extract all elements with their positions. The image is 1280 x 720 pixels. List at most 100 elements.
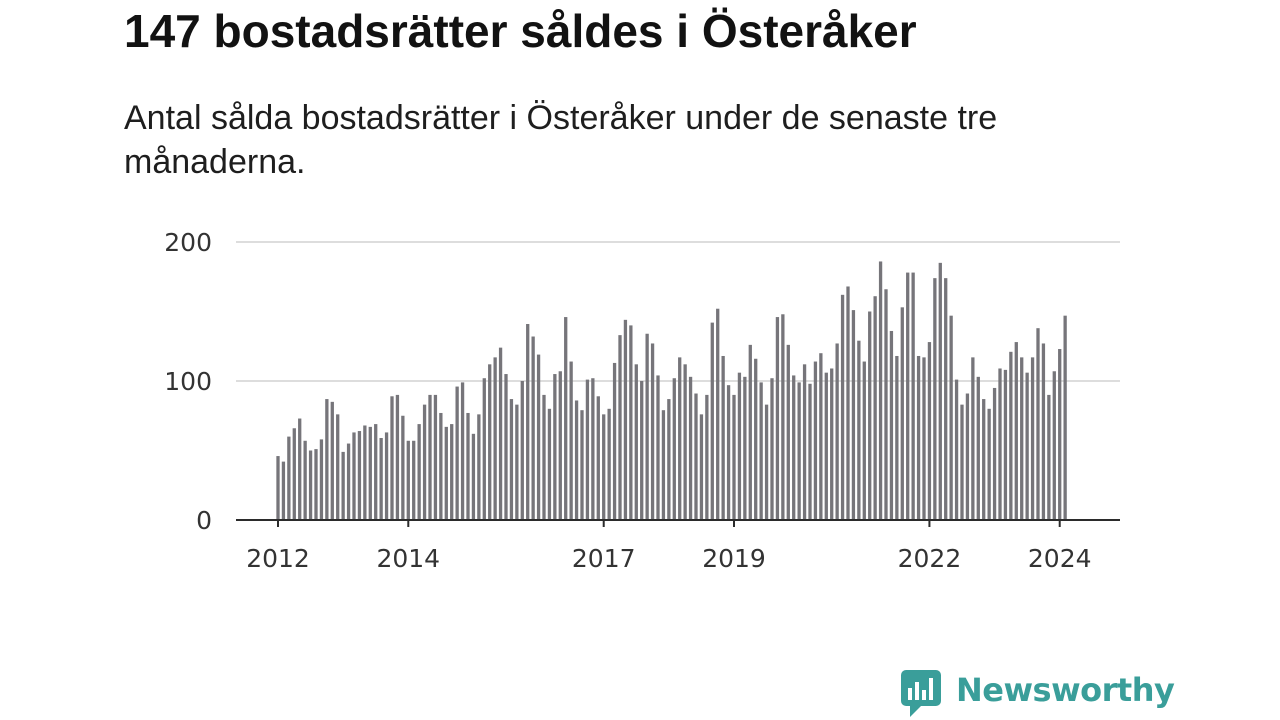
bar [960, 404, 964, 520]
bar [906, 272, 910, 520]
bar [1020, 357, 1024, 520]
bar [520, 381, 524, 520]
bar [846, 286, 850, 520]
bar [1025, 372, 1029, 520]
bar [466, 412, 470, 520]
bar [460, 382, 465, 520]
bar [1003, 369, 1008, 520]
bar [564, 317, 568, 520]
bar [374, 424, 378, 520]
bar [1041, 343, 1046, 520]
bar [911, 272, 915, 520]
bar [830, 368, 834, 520]
bar [368, 426, 372, 520]
bar [357, 431, 362, 520]
bar [710, 322, 714, 520]
bar [954, 379, 959, 520]
bar [477, 414, 481, 520]
bar [797, 382, 801, 520]
bar [488, 364, 492, 520]
bar [531, 336, 535, 520]
bar [661, 410, 666, 520]
bar [276, 456, 280, 520]
bar [802, 364, 807, 520]
bar [580, 410, 584, 520]
bar [308, 450, 313, 520]
bar [585, 379, 590, 520]
bar [764, 404, 769, 520]
bar [971, 357, 975, 520]
bar [645, 333, 649, 520]
bar [781, 314, 785, 520]
bar [281, 461, 286, 520]
bar [868, 311, 872, 520]
bar [965, 393, 970, 520]
bar [401, 415, 405, 520]
bar [602, 414, 606, 520]
bar [851, 310, 856, 520]
bar [352, 432, 356, 520]
bar [471, 433, 476, 520]
bar [933, 278, 937, 520]
bar [916, 355, 921, 520]
brand-name: Newsworthy [956, 671, 1175, 709]
bar [379, 437, 383, 520]
bar [656, 375, 660, 520]
bar [982, 399, 986, 520]
y-tick-label: 200 [164, 228, 212, 257]
bar [737, 372, 742, 520]
bar [922, 357, 926, 520]
bar [862, 361, 866, 520]
bar [395, 394, 400, 520]
bar [623, 319, 628, 520]
bar [406, 440, 410, 520]
bar [694, 393, 698, 520]
bar [792, 375, 796, 520]
bar [678, 357, 682, 520]
x-tick-label: 2017 [572, 544, 636, 573]
bar [840, 294, 845, 520]
bar [384, 432, 389, 520]
x-tick-label: 2022 [898, 544, 962, 573]
bar [754, 358, 758, 520]
bar [547, 408, 552, 520]
bar [640, 381, 644, 520]
x-tick-label: 2024 [1028, 544, 1092, 573]
bar [536, 354, 541, 520]
chart-subtitle: Antal sålda bostadsrätter i Österåker un… [124, 99, 998, 181]
bar [433, 394, 438, 520]
bar [688, 376, 693, 520]
bar [498, 347, 503, 520]
highlight-value-label: 147 [1052, 0, 1100, 6]
x-tick-label: 2012 [246, 544, 310, 573]
bar [873, 296, 877, 520]
bar [428, 394, 432, 520]
bar [553, 374, 557, 520]
brand-logo: Newsworthy [900, 668, 1175, 720]
bar [889, 330, 894, 520]
bar [770, 378, 774, 520]
bar [683, 364, 687, 520]
bar [1047, 394, 1051, 520]
bar [618, 335, 622, 520]
bar [987, 408, 991, 520]
bar [1014, 342, 1018, 520]
bar [450, 424, 454, 520]
bar [835, 343, 839, 520]
bar [726, 385, 731, 520]
bar [526, 324, 530, 520]
bar [439, 412, 443, 520]
bar [363, 425, 367, 520]
bar [341, 451, 345, 520]
bar [808, 383, 812, 520]
bar [895, 355, 899, 520]
bar [444, 426, 448, 520]
bar [629, 325, 633, 520]
bar [759, 382, 763, 520]
bar [672, 378, 676, 520]
bar-chart: 0 100 200 147 2012 2014 2017 2019 2022 2024 [164, 0, 1120, 573]
bar [927, 342, 932, 520]
bar [743, 376, 747, 520]
bar [569, 361, 573, 520]
